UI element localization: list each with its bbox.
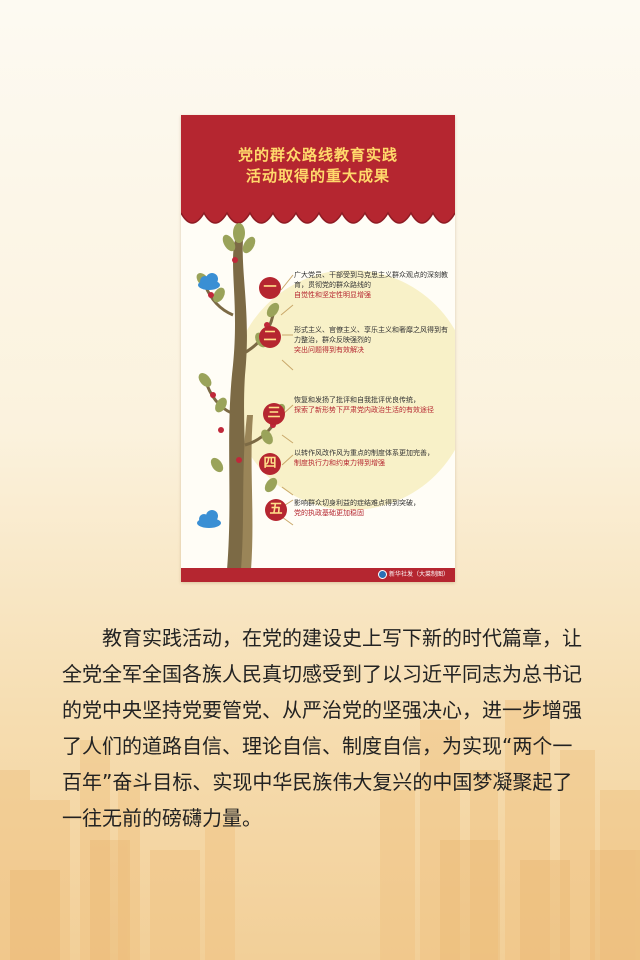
poster-credit: 新华社发（大菜制图） — [377, 570, 449, 580]
article-paragraph: 教育实践活动，在党的建设史上写下新的时代篇章，让全党全军全国各族人民真切感受到了… — [62, 626, 582, 830]
cloud-icon — [198, 273, 220, 290]
achievement-item: 恢复和发扬了批评和自我批评优良传统， 探索了新形势下严肃党内政治生活的有效途径 — [294, 395, 453, 415]
item-number-badge: 三 — [263, 403, 285, 425]
infographic-poster: 党的群众路线教育实践 活动取得的重大成果 一 广大党员、干部受到马克思主义群众观… — [181, 115, 455, 582]
poster-title-line2: 活动取得的重大成果 — [245, 167, 390, 185]
poster-illustration — [181, 115, 455, 570]
achievement-item: 广大党员、干部受到马克思主义群众观点的深刻教育，贯彻党的群众路线的 自觉性和坚定… — [294, 270, 453, 300]
achievement-highlight: 探索了新形势下严肃党内政治生活的有效途径 — [294, 406, 434, 414]
cloud-icon — [197, 510, 221, 528]
item-number-badge: 二 — [259, 326, 281, 348]
achievement-highlight: 突出问题得到有效解决 — [294, 346, 364, 354]
circle-backdrop — [231, 270, 455, 510]
achievement-item: 影响群众切身利益的症结难点得到突破， 党的执政基础更加稳固 — [294, 498, 453, 518]
xinhua-logo-icon — [377, 570, 387, 579]
achievement-highlight: 自觉性和坚定性明显增强 — [294, 291, 371, 299]
achievement-item: 以转作风改作风为重点的制度体系更加完善， 制度执行力和约束力得到增强 — [294, 448, 453, 468]
item-number-badge: 五 — [265, 499, 287, 521]
poster-title-line1: 党的群众路线教育实践 — [237, 146, 398, 164]
achievement-item: 形式主义、官僚主义、享乐主义和奢靡之风得到有力整治，群众反映强烈的 突出问题得到… — [294, 325, 453, 355]
poster-credit-text: 新华社发（大菜制图） — [388, 571, 449, 578]
poster-title: 党的群众路线教育实践 活动取得的重大成果 — [181, 145, 455, 187]
achievement-highlight: 党的执政基础更加稳固 — [294, 509, 364, 517]
achievement-highlight: 制度执行力和约束力得到增强 — [294, 459, 385, 467]
item-number-badge: 一 — [259, 277, 281, 299]
achievement-text: 以转作风改作风为重点的制度体系更加完善， — [294, 449, 434, 457]
item-number-badge: 四 — [259, 453, 281, 475]
stage-curtain — [181, 115, 455, 223]
achievement-text: 恢复和发扬了批评和自我批评优良传统， — [294, 396, 420, 404]
achievement-text: 广大党员、干部受到马克思主义群众观点的深刻教育，贯彻党的群众路线的 — [294, 271, 448, 289]
achievement-text: 影响群众切身利益的症结难点得到突破， — [294, 499, 420, 507]
poster-footer: 新华社发（大菜制图） — [181, 568, 455, 582]
achievement-text: 形式主义、官僚主义、享乐主义和奢靡之风得到有力整治，群众反映强烈的 — [294, 326, 448, 344]
